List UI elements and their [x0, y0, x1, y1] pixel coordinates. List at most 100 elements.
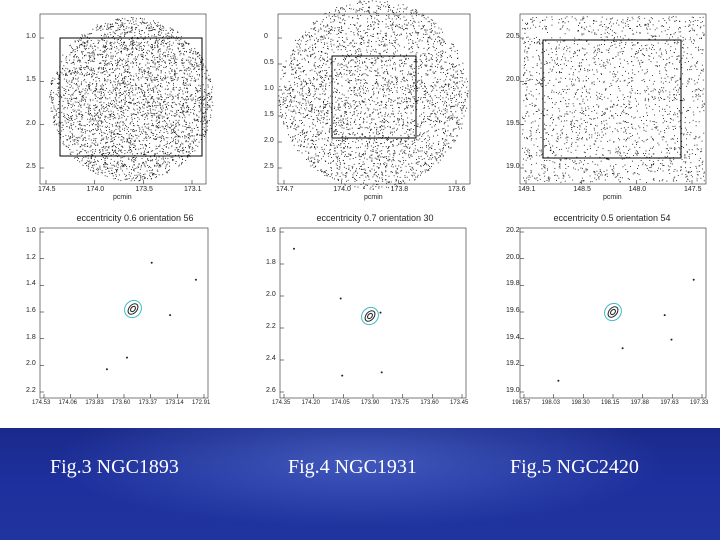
star-point	[120, 33, 122, 35]
star-point	[112, 86, 114, 88]
star-point	[122, 25, 124, 26]
star-point	[145, 83, 147, 84]
star-point	[117, 162, 119, 164]
star-point	[93, 52, 95, 54]
star-point	[160, 65, 162, 66]
star-point	[82, 128, 83, 130]
star-point	[194, 77, 195, 79]
star-point	[156, 163, 157, 165]
star-point	[83, 75, 85, 77]
star-point	[202, 68, 204, 70]
star-point	[198, 116, 200, 118]
star-point	[148, 166, 150, 168]
star-point	[147, 96, 149, 97]
star-point	[104, 154, 106, 156]
star-point	[110, 141, 112, 143]
star-point	[185, 70, 187, 72]
star-point	[139, 128, 141, 130]
star-point	[89, 119, 91, 121]
star-point	[116, 65, 118, 67]
star-point	[143, 103, 145, 105]
star-point	[126, 45, 127, 47]
star-point	[135, 58, 137, 60]
star-point	[93, 73, 95, 75]
star-point	[55, 93, 57, 95]
star-point	[118, 18, 120, 20]
star-point	[166, 35, 168, 37]
star-point	[205, 111, 206, 113]
star-point	[171, 145, 173, 147]
star-point	[82, 41, 84, 43]
star-point	[68, 80, 70, 82]
star-point	[155, 138, 157, 139]
star-point	[64, 97, 66, 99]
star-point	[84, 61, 86, 63]
star-point	[128, 93, 130, 95]
star-point	[172, 49, 173, 51]
star-point	[110, 115, 112, 117]
star-point	[182, 111, 184, 113]
star-point	[136, 135, 138, 136]
star-point	[121, 37, 123, 39]
star-point	[154, 138, 156, 140]
star-point	[150, 167, 152, 169]
star-point	[100, 30, 102, 31]
star-point	[177, 135, 179, 136]
star-point	[88, 84, 89, 85]
star-point	[140, 34, 142, 35]
star-point	[90, 120, 92, 122]
star-point	[191, 128, 193, 130]
star-point	[118, 115, 120, 117]
star-point	[202, 129, 204, 130]
star-point	[108, 63, 110, 65]
star-point	[188, 43, 190, 44]
star-point	[69, 118, 71, 119]
star-point	[106, 64, 108, 66]
star-point	[96, 114, 98, 116]
star-point	[188, 151, 189, 153]
star-point	[92, 134, 94, 136]
star-point	[129, 98, 131, 99]
star-point	[108, 105, 110, 107]
star-point	[188, 127, 190, 128]
star-point	[142, 99, 144, 101]
star-point	[129, 102, 131, 104]
star-point	[105, 59, 107, 61]
star-point	[147, 128, 149, 129]
star-point	[120, 139, 122, 141]
star-point	[152, 89, 154, 91]
star-point	[122, 66, 124, 67]
star-point	[186, 87, 188, 89]
star-point	[124, 41, 125, 43]
star-point	[79, 123, 81, 124]
star-point	[182, 62, 184, 64]
star-point	[93, 60, 95, 62]
star-point	[156, 176, 157, 177]
star-point	[175, 64, 177, 66]
star-point	[158, 164, 160, 166]
star-point	[101, 138, 103, 140]
star-point	[92, 51, 94, 53]
star-point	[161, 61, 163, 63]
star-point	[165, 166, 167, 168]
star-point	[116, 170, 118, 172]
star-point	[105, 157, 107, 159]
star-point	[128, 145, 130, 147]
star-point	[164, 78, 166, 80]
star-point	[171, 106, 173, 108]
star-point	[168, 59, 170, 61]
star-point	[86, 62, 87, 64]
star-point	[145, 145, 147, 146]
star-point	[101, 153, 102, 155]
star-point	[142, 56, 144, 57]
star-point	[78, 109, 80, 111]
star-point	[103, 137, 105, 139]
star-point	[152, 106, 154, 108]
star-point	[56, 83, 58, 84]
star-point	[137, 153, 139, 155]
star-point	[186, 156, 188, 158]
star-point	[184, 135, 186, 137]
star-point	[126, 174, 127, 176]
star-point	[167, 117, 169, 119]
star-point	[101, 68, 103, 70]
